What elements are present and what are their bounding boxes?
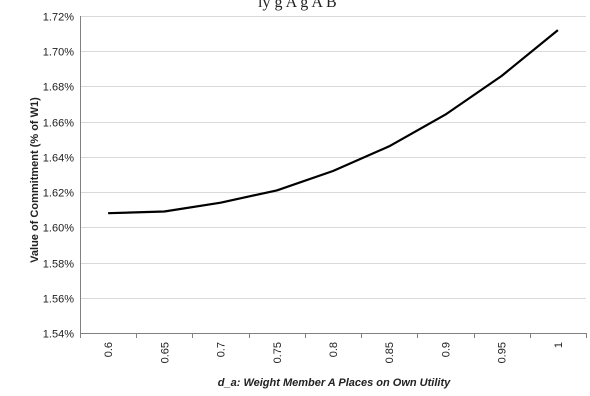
y-tick-label: 1.70%: [43, 47, 74, 59]
x-tick-label: 0.95: [497, 342, 509, 363]
y-tick-label: 1.64%: [43, 153, 74, 165]
axes: [80, 16, 587, 338]
y-tick-label: 1.60%: [43, 223, 74, 235]
y-tick-label: 1.54%: [43, 329, 74, 341]
x-tick-label: 0.65: [159, 342, 171, 363]
y-axis-title: Value of Commitment (% of W1): [29, 97, 41, 263]
series-line: [108, 29, 559, 215]
x-tick-label: 0.75: [272, 342, 284, 363]
y-tick-label: 1.58%: [43, 259, 74, 271]
y-tick-label: 1.66%: [43, 118, 74, 130]
series-layer: [108, 29, 559, 215]
x-axis-title: d_a: Weight Member A Places on Own Utili…: [218, 377, 451, 389]
x-tick-label: 0.7: [216, 342, 228, 357]
top-cropped-text: ly g A g A B: [258, 0, 337, 11]
y-tick-label: 1.72%: [43, 12, 74, 24]
x-tick-label: 0.6: [103, 342, 115, 357]
y-tick-label: 1.62%: [43, 188, 74, 200]
x-tick-label: 0.9: [440, 342, 452, 357]
x-tick-label: 0.8: [328, 342, 340, 357]
y-tick-labels: 1.54% 1.56% 1.58% 1.60% 1.62% 1.64% 1.66% 1.68%…: [43, 12, 74, 341]
x-tick-label: 0.85: [384, 342, 396, 363]
y-tick-label: 1.68%: [43, 82, 74, 94]
x-tick-label: 1: [553, 342, 565, 348]
y-tick-label: 1.56%: [43, 294, 74, 306]
grid-lines: [80, 16, 586, 299]
x-tick-labels: 0.6 0.65 0.7 0.75 0.8 0.85 0.9 0.95 1: [103, 342, 565, 363]
